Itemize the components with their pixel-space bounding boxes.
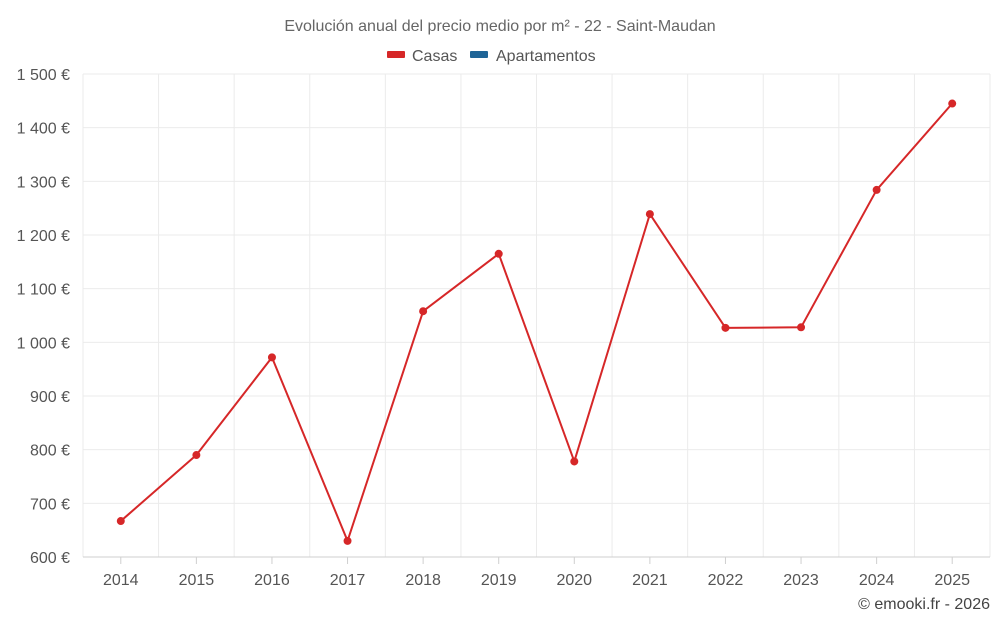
- y-tick-label: 1 000 €: [17, 335, 70, 352]
- series-line-casas: [120, 102, 953, 542]
- data-point-casas[interactable]: [645, 210, 654, 219]
- x-tick-label: 2025: [934, 572, 970, 589]
- x-tick-label: 2016: [254, 572, 290, 589]
- x-tick-label: 2021: [632, 572, 668, 589]
- y-tick-label: 800 €: [30, 443, 70, 460]
- data-point-casas[interactable]: [192, 451, 201, 460]
- x-tick-label: 2019: [481, 572, 517, 589]
- legend: Casas Apartamentos: [387, 48, 596, 65]
- series-points: [116, 99, 957, 545]
- y-axis-tick-labels: 600 € 700 € 800 € 900 € 1 000 € 1 100 € 1 200 …: [17, 67, 70, 567]
- x-tick-label: 2017: [330, 572, 366, 589]
- data-point-casas[interactable]: [797, 323, 806, 332]
- x-tick-label: 2024: [859, 572, 895, 589]
- x-tick-label: 2020: [556, 572, 592, 589]
- y-tick-label: 1 100 €: [17, 282, 70, 299]
- legend-label-apartamentos: Apartamentos: [496, 48, 596, 65]
- legend-item-casas[interactable]: Casas: [387, 48, 457, 65]
- y-tick-label: 900 €: [30, 389, 70, 406]
- data-point-casas[interactable]: [721, 323, 730, 332]
- y-tick-label: 1 200 €: [17, 228, 70, 245]
- data-point-casas[interactable]: [267, 353, 276, 362]
- data-point-casas[interactable]: [872, 185, 881, 194]
- legend-swatch-casas: [387, 51, 405, 58]
- x-tick-label: 2015: [179, 572, 215, 589]
- credit-text: © emooki.fr - 2026: [858, 596, 990, 613]
- y-tick-label: 1 400 €: [17, 121, 70, 138]
- x-tick-label: 2022: [708, 572, 744, 589]
- data-point-casas[interactable]: [570, 457, 579, 466]
- x-tick-label: 2014: [103, 572, 139, 589]
- legend-item-apartamentos[interactable]: Apartamentos: [470, 48, 596, 65]
- chart-title: Evolución anual del precio medio por m² …: [284, 18, 715, 35]
- legend-label-casas: Casas: [412, 48, 457, 65]
- y-tick-label: 1 500 €: [17, 67, 70, 84]
- y-tick-label: 1 300 €: [17, 174, 70, 191]
- x-gridlines: [82, 74, 991, 557]
- data-point-casas[interactable]: [419, 307, 428, 316]
- x-axis-tick-labels: 2014 2015 2016 2017 2018 2019 2020 2021 2022 2023…: [103, 557, 970, 589]
- y-tick-label: 700 €: [30, 496, 70, 513]
- data-point-casas[interactable]: [948, 99, 957, 108]
- data-point-casas[interactable]: [116, 517, 125, 526]
- x-tick-label: 2018: [405, 572, 441, 589]
- y-tick-label: 600 €: [30, 550, 70, 567]
- series-lines: [120, 102, 953, 542]
- legend-swatch-apartamentos: [470, 51, 488, 58]
- data-point-casas[interactable]: [343, 536, 352, 545]
- data-point-casas[interactable]: [494, 249, 503, 258]
- x-tick-label: 2023: [783, 572, 819, 589]
